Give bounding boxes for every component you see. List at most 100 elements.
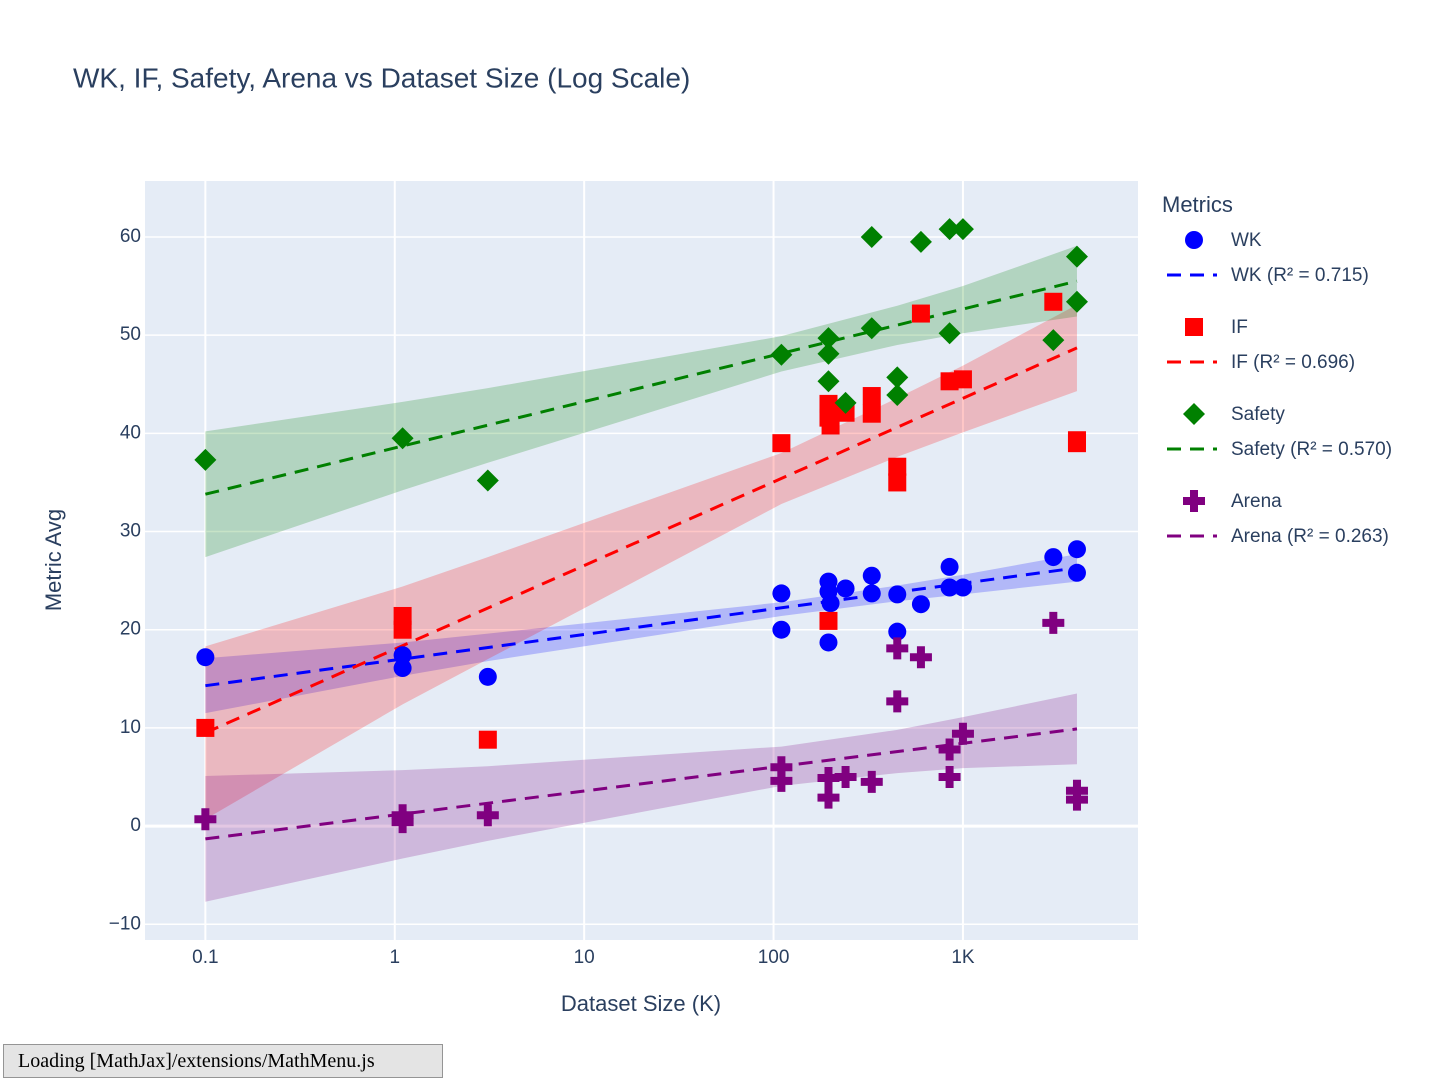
marker bbox=[821, 416, 840, 435]
legend-label: WK bbox=[1231, 230, 1262, 251]
legend: WK WK (R² = 0.715) IF IF (R² = 0.696) Safety… bbox=[1167, 230, 1392, 547]
marker bbox=[888, 585, 907, 604]
marker bbox=[194, 448, 217, 471]
legend-label: Safety bbox=[1231, 404, 1285, 425]
marker bbox=[1042, 329, 1065, 352]
marker bbox=[772, 434, 791, 453]
marker bbox=[478, 730, 497, 749]
y-tick-label: 40 bbox=[120, 422, 141, 443]
legend-title: Metrics bbox=[1162, 192, 1233, 217]
x-tick-label: 1K bbox=[951, 947, 975, 968]
marker bbox=[817, 766, 840, 789]
legend-label: Arena bbox=[1231, 491, 1282, 512]
marker bbox=[951, 218, 974, 241]
marker bbox=[817, 327, 840, 350]
marker bbox=[911, 595, 930, 614]
marker bbox=[1065, 245, 1088, 268]
marker bbox=[819, 633, 838, 652]
marker bbox=[393, 620, 412, 639]
marker bbox=[953, 578, 972, 597]
marker bbox=[476, 804, 499, 827]
marker bbox=[938, 738, 961, 761]
marker bbox=[860, 317, 883, 340]
marker bbox=[478, 667, 497, 686]
confidence-band bbox=[205, 304, 1077, 820]
marker bbox=[772, 584, 791, 603]
marker bbox=[951, 722, 974, 745]
marker bbox=[817, 370, 840, 393]
fit-line bbox=[205, 566, 1078, 688]
marker bbox=[817, 786, 840, 809]
x-axis-label: Dataset Size (K) bbox=[561, 991, 721, 1016]
marker bbox=[886, 690, 909, 713]
grid bbox=[145, 181, 1138, 940]
marker bbox=[888, 622, 907, 641]
y-tick-label: 60 bbox=[120, 226, 141, 247]
marker bbox=[770, 769, 793, 792]
legend-label: Arena (R² = 0.263) bbox=[1231, 526, 1389, 547]
marker bbox=[886, 384, 909, 407]
marker bbox=[909, 646, 932, 669]
marker bbox=[391, 811, 414, 834]
marker bbox=[862, 566, 881, 585]
marker bbox=[938, 766, 961, 789]
marker bbox=[836, 579, 855, 598]
marker bbox=[196, 718, 215, 737]
legend-label: WK (R² = 0.715) bbox=[1231, 265, 1369, 286]
marker bbox=[1042, 611, 1065, 634]
marker bbox=[1185, 231, 1203, 249]
marker bbox=[391, 427, 414, 450]
marker bbox=[862, 387, 881, 406]
confidence-band bbox=[205, 554, 1077, 714]
marker bbox=[938, 218, 961, 241]
fit-line bbox=[205, 727, 1078, 841]
marker bbox=[821, 594, 840, 613]
y-tick-label: −10 bbox=[109, 913, 141, 934]
legend-label: Safety (R² = 0.570) bbox=[1231, 439, 1392, 460]
y-tick-label: 30 bbox=[120, 521, 141, 542]
legend-label: IF bbox=[1231, 317, 1248, 338]
marker bbox=[953, 370, 972, 389]
x-tick-label: 0.1 bbox=[192, 947, 218, 968]
fit-line bbox=[204, 346, 1078, 735]
marker bbox=[888, 473, 907, 492]
y-tick-label: 50 bbox=[120, 324, 141, 345]
confidence-band bbox=[205, 693, 1077, 902]
marker bbox=[862, 584, 881, 603]
marker bbox=[860, 770, 883, 793]
marker bbox=[1065, 788, 1088, 811]
marker bbox=[938, 322, 961, 345]
legend-label: IF (R² = 0.696) bbox=[1231, 352, 1355, 373]
fits bbox=[204, 279, 1078, 841]
chart-title: WK, IF, Safety, Arena vs Dataset Size (L… bbox=[73, 62, 690, 93]
confidence-band bbox=[205, 245, 1077, 558]
marker bbox=[1044, 292, 1063, 311]
marker bbox=[1067, 563, 1086, 582]
marker bbox=[834, 391, 857, 414]
marker bbox=[770, 343, 793, 366]
y-tick-label: 20 bbox=[120, 619, 141, 640]
y-tick-label: 0 bbox=[130, 815, 141, 836]
marker bbox=[770, 756, 793, 779]
marker bbox=[886, 637, 909, 660]
marker bbox=[393, 659, 412, 678]
marker bbox=[194, 808, 217, 831]
marker bbox=[196, 648, 215, 667]
status-box: Loading [MathJax]/extensions/MathMenu.js bbox=[3, 1044, 443, 1078]
points bbox=[194, 218, 1088, 834]
marker bbox=[772, 620, 791, 639]
marker bbox=[886, 366, 909, 389]
y-tick-label: 10 bbox=[120, 717, 141, 738]
chart: 0.1 1 10 100 1K −10 0 10 20 30 40 50 60 WK WK (R² = 0… bbox=[41, 62, 1392, 1016]
fit-line bbox=[205, 279, 1078, 496]
marker bbox=[817, 342, 840, 365]
marker bbox=[940, 578, 959, 597]
marker bbox=[1065, 290, 1088, 313]
marker bbox=[1067, 540, 1086, 559]
marker bbox=[834, 766, 857, 789]
x-tick-label: 1 bbox=[389, 947, 400, 968]
marker bbox=[393, 646, 412, 665]
marker bbox=[819, 611, 838, 630]
marker bbox=[862, 404, 881, 423]
marker bbox=[1183, 403, 1205, 425]
